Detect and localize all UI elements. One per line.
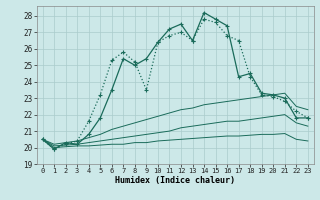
X-axis label: Humidex (Indice chaleur): Humidex (Indice chaleur) — [115, 176, 235, 185]
